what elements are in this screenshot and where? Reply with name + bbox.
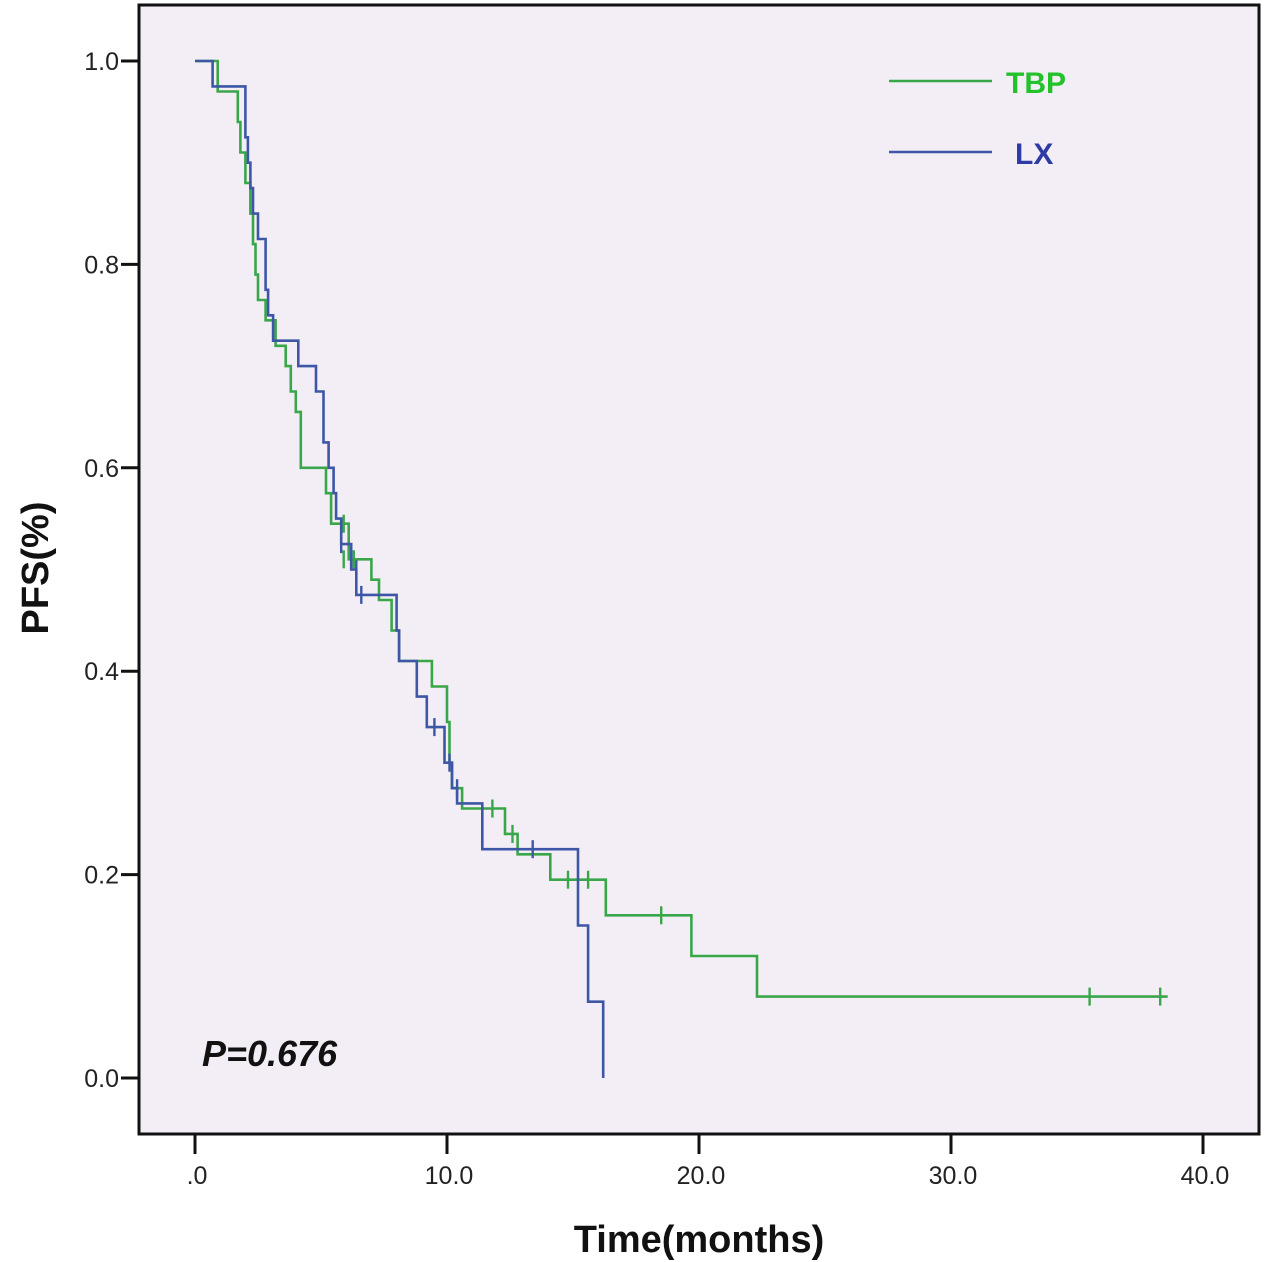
- legend-item-lx: LX: [889, 138, 1053, 171]
- y-tick-label: 0.0: [84, 1065, 119, 1093]
- legend-label-lx: LX: [1015, 138, 1053, 171]
- x-tick-label: 10.0: [425, 1162, 474, 1190]
- x-tick-label: 20.0: [677, 1162, 726, 1190]
- p-value-annotation: P=0.676: [202, 1033, 338, 1074]
- plot-background: [137, 3, 1261, 1136]
- x-tick-label: .0: [187, 1162, 208, 1190]
- y-tick-label: 0.8: [84, 251, 119, 279]
- x-tick-label: 40.0: [1181, 1162, 1230, 1190]
- x-axis: .0 10.0 20.0 30.0 40.0: [187, 1134, 1230, 1190]
- survival-curves: [195, 59, 1168, 1078]
- curve-lx: [195, 59, 605, 1078]
- y-axis-title: PFS(%): [15, 502, 57, 635]
- legend: TBP LX: [889, 67, 1066, 171]
- y-tick-label: 0.6: [84, 455, 119, 483]
- x-tick-label: 30.0: [929, 1162, 978, 1190]
- x-axis-title: Time(months): [574, 1219, 825, 1261]
- legend-item-tbp: TBP: [889, 67, 1066, 100]
- y-axis: 0.0 0.2 0.4 0.6 0.8 1.0: [84, 48, 139, 1093]
- y-tick-label: 0.4: [84, 658, 119, 686]
- legend-label-tbp: TBP: [1006, 67, 1066, 100]
- y-tick-label: 1.0: [84, 48, 119, 76]
- y-tick-label: 0.2: [84, 862, 119, 890]
